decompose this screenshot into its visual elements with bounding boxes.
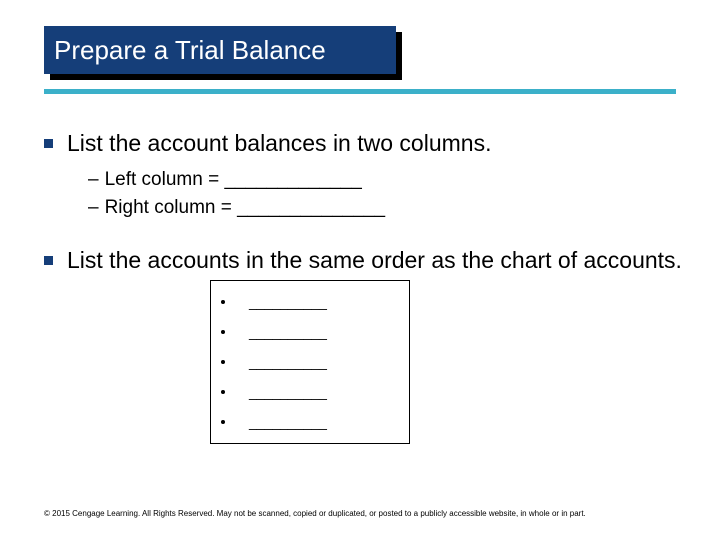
box-row: __________ [221,317,399,347]
square-bullet-icon [44,256,53,265]
dot-bullet-icon [221,420,225,424]
square-bullet-icon [44,139,53,148]
copyright-footer: © 2015 Cengage Learning. All Rights Rese… [44,509,684,518]
box-row: __________ [221,407,399,437]
slide-title: Prepare a Trial Balance [44,26,396,74]
blank-line: __________ [249,354,327,370]
sub-text: Left column = _____________ [105,169,362,190]
dash-icon: – [88,197,99,218]
box-row: __________ [221,347,399,377]
sub-bullet: –Left column = _____________ [88,169,684,191]
sub-bullet: –Right column = ______________ [88,197,684,219]
bullet-text: List the accounts in the same order as t… [67,247,682,274]
title-block: Prepare a Trial Balance [44,26,396,74]
blank-line: __________ [249,324,327,340]
dot-bullet-icon [221,330,225,334]
blank-line: __________ [249,414,327,430]
horizontal-rule [44,89,676,94]
dot-bullet-icon [221,360,225,364]
content-area: List the account balances in two columns… [44,130,684,286]
accounts-box: __________ __________ __________ _______… [210,280,410,444]
bullet-item: List the account balances in two columns… [44,130,684,157]
bullet-item: List the accounts in the same order as t… [44,247,684,274]
box-row: __________ [221,287,399,317]
dot-bullet-icon [221,390,225,394]
box-row: __________ [221,377,399,407]
sub-text: Right column = ______________ [105,197,385,218]
bullet-text: List the account balances in two columns… [67,130,491,157]
blank-line: __________ [249,294,327,310]
blank-line: __________ [249,384,327,400]
dot-bullet-icon [221,300,225,304]
dash-icon: – [88,169,99,190]
